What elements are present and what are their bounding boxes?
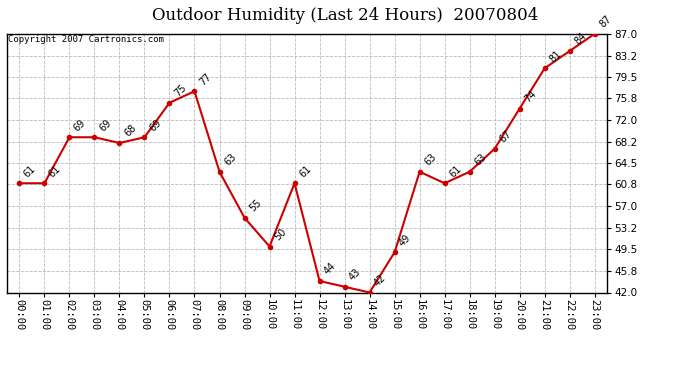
Text: 81: 81	[547, 48, 563, 64]
Text: Copyright 2007 Cartronics.com: Copyright 2007 Cartronics.com	[8, 35, 164, 44]
Text: 75: 75	[172, 82, 188, 99]
Text: 63: 63	[422, 152, 438, 168]
Text: 84: 84	[573, 31, 588, 47]
Text: 44: 44	[322, 261, 338, 277]
Text: 69: 69	[72, 117, 88, 133]
Text: 42: 42	[373, 273, 388, 288]
Text: 49: 49	[397, 232, 413, 248]
Text: 43: 43	[347, 267, 363, 283]
Text: 63: 63	[222, 152, 238, 168]
Text: 67: 67	[497, 129, 513, 145]
Text: 74: 74	[522, 88, 538, 104]
Text: 87: 87	[598, 14, 613, 30]
Text: 61: 61	[22, 164, 38, 179]
Text: 50: 50	[273, 226, 288, 242]
Text: 69: 69	[147, 117, 163, 133]
Text: 55: 55	[247, 198, 263, 214]
Text: 63: 63	[473, 152, 488, 168]
Text: 69: 69	[97, 117, 113, 133]
Text: 68: 68	[122, 123, 138, 139]
Text: 61: 61	[47, 164, 63, 179]
Text: 61: 61	[297, 164, 313, 179]
Text: 77: 77	[197, 71, 213, 87]
Text: Outdoor Humidity (Last 24 Hours)  20070804: Outdoor Humidity (Last 24 Hours) 2007080…	[152, 8, 538, 24]
Text: 61: 61	[447, 164, 463, 179]
